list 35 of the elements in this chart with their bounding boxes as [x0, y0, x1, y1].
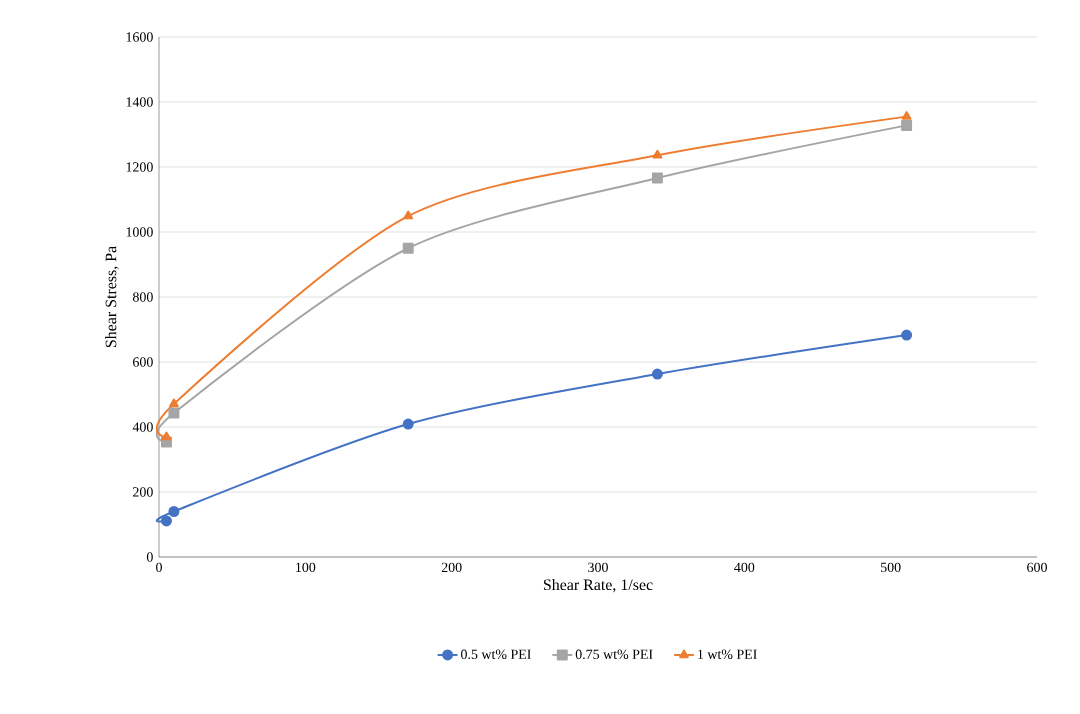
point	[652, 149, 663, 159]
y-axis-title: Shear Stress, Pa	[105, 246, 119, 348]
x-tick-label: 600	[1027, 562, 1047, 573]
x-tick-label: 0	[156, 562, 162, 573]
x-axis-title: Shear Rate, 1/sec	[543, 578, 653, 593]
point	[169, 398, 179, 408]
point	[651, 368, 663, 380]
x-tick-label: 300	[588, 562, 608, 573]
y-tick-label: 0	[146, 552, 153, 562]
point	[402, 418, 414, 430]
point	[160, 515, 172, 527]
y-tick-label: 800	[132, 292, 153, 302]
y-tick-label: 1600	[126, 32, 153, 42]
point	[901, 119, 913, 131]
point	[161, 431, 172, 441]
x-tick-label: 500	[881, 562, 901, 573]
y-tick-label: 1200	[126, 162, 153, 172]
point	[403, 210, 414, 220]
y-tick-label: 1400	[126, 97, 153, 107]
x-tick-label: 400	[734, 562, 755, 573]
point	[402, 242, 414, 254]
x-tick-label: 200	[441, 562, 462, 573]
point	[168, 407, 180, 419]
point	[901, 329, 913, 341]
y-tick-label: 400	[132, 422, 153, 432]
point	[168, 506, 180, 517]
legend-label: 1 wt% PEI	[698, 649, 757, 660]
legend-label: 0.5 wt% PEI	[461, 649, 531, 660]
point	[651, 172, 663, 184]
y-tick-label: 600	[133, 357, 153, 367]
legend-label: 0.75 wt% PEI	[575, 649, 653, 660]
x-tick-label: 100	[296, 562, 316, 573]
y-tick-label: 200	[133, 487, 153, 497]
y-tick-label: 1000	[126, 227, 153, 237]
point	[901, 111, 912, 120]
